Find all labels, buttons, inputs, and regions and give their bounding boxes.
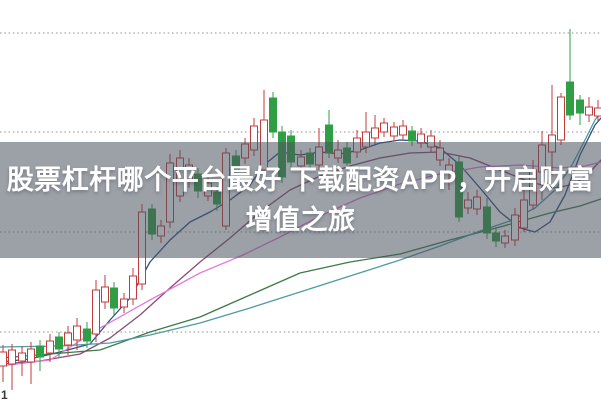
headline-overlay: 股票杠杆哪个平台最好 下载配资APP，开启财富 增值之旅 (0, 142, 601, 258)
headline-line-1: 股票杠杆哪个平台最好 下载配资APP，开启财富 (6, 165, 595, 195)
headline-line-2: 增值之旅 (245, 205, 356, 235)
corner-mark: 1 (1, 388, 8, 401)
